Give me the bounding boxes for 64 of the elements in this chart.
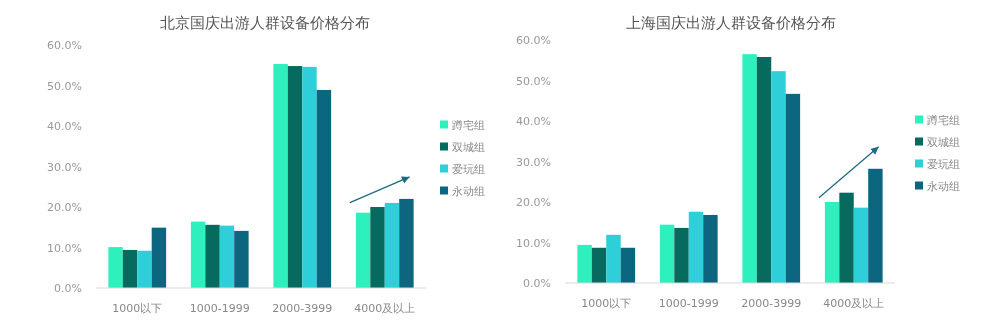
y-tick-label: 50.0%: [516, 74, 551, 88]
x-tick-label: 1000以下: [112, 302, 163, 315]
y-tick-label: 10.0%: [516, 236, 551, 250]
bar: [853, 207, 869, 283]
x-tick-label: 1000-1999: [658, 297, 719, 310]
y-tick-label: 50.0%: [47, 79, 82, 93]
x-tick-label: 4000及以上: [354, 302, 416, 315]
bar: [577, 244, 592, 283]
x-tick-label: 1000-1999: [189, 302, 250, 315]
bar: [137, 250, 152, 288]
bar: [122, 249, 138, 288]
legend-label: 永动组: [927, 179, 960, 193]
bar: [606, 234, 621, 283]
bar: [824, 202, 840, 283]
y-tick-label: 0.0%: [54, 282, 82, 295]
bar: [591, 247, 607, 283]
y-tick-label: 10.0%: [47, 241, 82, 255]
y-tick-label: 20.0%: [516, 196, 551, 209]
bar: [868, 168, 883, 283]
bar: [219, 225, 235, 288]
legend-label: 永动组: [452, 184, 485, 198]
x-tick-label: 2000-3999: [741, 297, 802, 310]
legend-label: 双城组: [452, 140, 485, 154]
x-tick-label: 2000-3999: [272, 302, 333, 315]
y-tick-label: 20.0%: [47, 201, 82, 214]
x-tick-label: 4000及以上: [823, 297, 885, 310]
legend-label: 蹲宅组: [452, 118, 485, 132]
y-tick-label: 30.0%: [47, 160, 82, 174]
bar: [703, 214, 718, 283]
bar: [620, 247, 636, 283]
bar: [190, 221, 206, 288]
y-tick-label: 40.0%: [47, 120, 82, 133]
bar: [370, 207, 385, 288]
bar: [355, 212, 371, 288]
legend-label: 爱玩组: [927, 157, 960, 171]
bar: [688, 211, 704, 283]
legend-label: 爱玩组: [452, 162, 485, 176]
bar: [287, 66, 303, 288]
bar: [771, 71, 786, 283]
bar: [234, 230, 249, 288]
legend-label: 蹲宅组: [927, 113, 960, 127]
bar: [756, 57, 772, 283]
bar: [316, 89, 332, 288]
bar: [839, 192, 854, 283]
y-tick-label: 0.0%: [523, 277, 551, 290]
bar: [205, 224, 220, 288]
bar: [674, 227, 689, 283]
bar: [302, 66, 317, 288]
bar: [273, 64, 288, 288]
bar: [785, 93, 801, 283]
bar: [151, 227, 167, 288]
chart-title: 上海国庆出游人群设备价格分布: [626, 14, 836, 32]
bar: [659, 224, 675, 283]
bar: [108, 247, 123, 288]
x-tick-label: 1000以下: [581, 297, 632, 310]
legend-label: 双城组: [927, 135, 960, 149]
y-tick-label: 60.0%: [47, 39, 82, 52]
y-tick-label: 40.0%: [516, 115, 551, 128]
bar: [742, 54, 757, 283]
bar: [384, 202, 400, 288]
chart-title: 北京国庆出游人群设备价格分布: [160, 14, 370, 32]
y-tick-label: 30.0%: [516, 155, 551, 169]
bar: [399, 198, 414, 288]
y-tick-label: 60.0%: [516, 34, 551, 47]
